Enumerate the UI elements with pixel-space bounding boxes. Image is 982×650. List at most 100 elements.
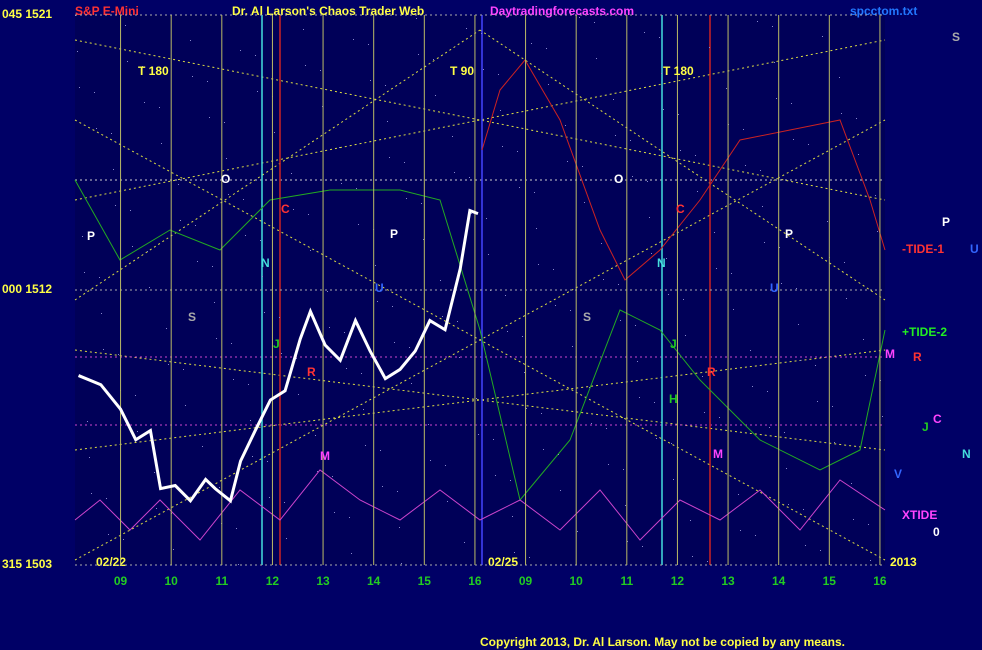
star [154, 472, 155, 473]
star [803, 509, 804, 510]
star [305, 65, 306, 66]
x-tick-label: 10 [165, 574, 179, 588]
star [166, 328, 167, 329]
forecast-line [481, 59, 886, 281]
star [692, 556, 693, 557]
annotation: S [952, 30, 960, 44]
star [469, 177, 470, 178]
date-label: 02/25 [488, 555, 518, 569]
star [738, 494, 739, 495]
star [769, 427, 770, 428]
annotation: N [261, 256, 270, 270]
star [79, 87, 80, 88]
star [406, 198, 407, 199]
star [844, 262, 845, 263]
star [315, 435, 316, 436]
star [671, 443, 672, 444]
star [800, 360, 801, 361]
harmonic-lines [74, 29, 886, 561]
star [772, 26, 773, 27]
star [123, 539, 124, 540]
star [817, 401, 818, 402]
star [127, 61, 128, 62]
star [627, 541, 628, 542]
star [666, 258, 667, 259]
star [291, 173, 292, 174]
star [231, 343, 232, 344]
star [796, 288, 797, 289]
star [389, 157, 390, 158]
star [399, 527, 400, 528]
copyright: Copyright 2013, Dr. Al Larson. May not b… [480, 635, 845, 649]
star [260, 240, 261, 241]
star [512, 516, 513, 517]
star [815, 365, 816, 366]
star [500, 110, 501, 111]
star [130, 210, 131, 211]
star [190, 40, 191, 41]
star [514, 552, 515, 553]
star [353, 39, 354, 40]
star [613, 99, 614, 100]
annotation: N [962, 447, 971, 461]
star [805, 545, 806, 546]
annotation: P [785, 227, 793, 241]
star [762, 206, 763, 207]
star [87, 421, 88, 422]
star [197, 261, 198, 262]
annotation: U [770, 281, 779, 295]
star [882, 416, 883, 417]
star [668, 294, 669, 295]
star [466, 28, 467, 29]
x-tick-label: 09 [519, 574, 533, 588]
star [623, 469, 624, 470]
star [454, 172, 455, 173]
star [659, 37, 660, 38]
annotation: -TIDE-1 [902, 242, 944, 256]
star [380, 450, 381, 451]
star [608, 464, 609, 465]
file-name: spcctom.txt [850, 4, 917, 18]
star [358, 224, 359, 225]
star [565, 125, 566, 126]
star [178, 184, 179, 185]
star [877, 231, 878, 232]
star [632, 176, 633, 177]
star [733, 309, 734, 310]
annotation: V [894, 467, 902, 481]
star [284, 502, 285, 503]
star [510, 480, 511, 481]
forecast-line [74, 179, 886, 502]
star [159, 107, 160, 108]
star [481, 33, 482, 34]
star [250, 420, 251, 421]
star [570, 310, 571, 311]
star [572, 346, 573, 347]
star [502, 146, 503, 147]
star [726, 88, 727, 89]
star [281, 353, 282, 354]
star [776, 98, 777, 99]
star [731, 273, 732, 274]
star [526, 408, 527, 409]
star [538, 264, 539, 265]
star [363, 409, 364, 410]
star [820, 550, 821, 551]
star [236, 528, 237, 529]
star [791, 103, 792, 104]
star [96, 128, 97, 129]
x-tick-label: 12 [671, 574, 685, 588]
x-tick-label: 11 [215, 574, 228, 588]
star [322, 106, 323, 107]
star [349, 517, 350, 518]
star [409, 347, 410, 348]
star [536, 228, 537, 229]
star [144, 102, 145, 103]
star [661, 73, 662, 74]
star [757, 21, 758, 22]
star [226, 158, 227, 159]
star [546, 48, 547, 49]
star [695, 155, 696, 156]
star [84, 272, 85, 273]
